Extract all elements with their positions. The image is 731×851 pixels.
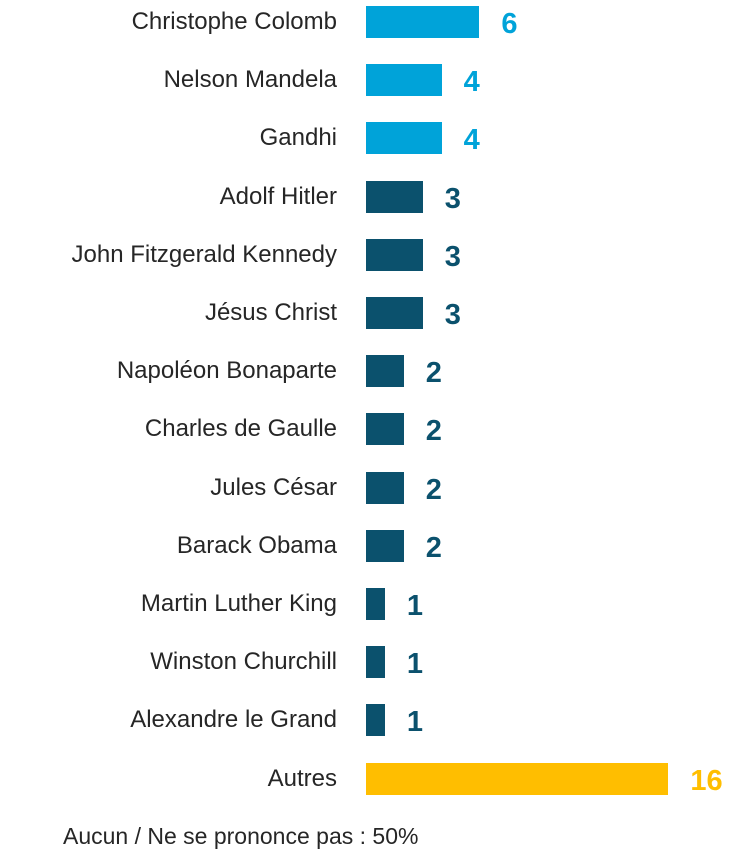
bar [366, 64, 442, 97]
value-label: 16 [690, 764, 723, 797]
category-label: Christophe Colomb [131, 8, 337, 35]
bar [366, 6, 480, 38]
category-label: Winston Churchill [150, 648, 337, 676]
category-label: Jésus Christ [204, 299, 337, 326]
bar [366, 122, 442, 155]
bar [366, 297, 423, 329]
value-label: 3 [444, 240, 461, 273]
value-label: 2 [425, 531, 442, 564]
value-label: 2 [425, 415, 442, 448]
value-label: 4 [463, 124, 480, 157]
bar [366, 238, 423, 271]
bar [366, 413, 404, 446]
value-label: 2 [425, 473, 442, 506]
category-label: Martin Luther King [140, 590, 337, 617]
value-label: 1 [406, 706, 424, 739]
category-label: Adolf Hitler [219, 182, 337, 210]
value-label: 3 [444, 299, 461, 331]
bar [366, 180, 423, 213]
category-label: Alexandre le Grand [130, 706, 337, 734]
value-label: 4 [463, 66, 480, 99]
footnote: Aucun / Ne se prononce pas : 50% [63, 823, 419, 849]
category-label: Autres [267, 764, 337, 792]
category-label: Barack Obama [176, 531, 337, 559]
value-label: 2 [425, 357, 442, 390]
bar [366, 529, 404, 562]
value-label: 3 [444, 182, 461, 215]
bar [366, 704, 385, 737]
bar [366, 762, 669, 795]
category-label: John Fitzgerald Kennedy [71, 240, 338, 268]
category-label: Nelson Mandela [163, 66, 337, 94]
bar [366, 355, 404, 388]
value-label: 1 [406, 590, 424, 622]
category-label: Gandhi [259, 124, 337, 152]
bar [366, 471, 404, 504]
category-label: Charles de Gaulle [144, 415, 337, 443]
bar [366, 646, 385, 679]
value-label: 1 [406, 648, 424, 681]
value-label: 6 [501, 8, 518, 40]
bar [366, 588, 385, 620]
category-label: Napoléon Bonaparte [116, 357, 337, 385]
category-label: Jules César [210, 473, 337, 501]
